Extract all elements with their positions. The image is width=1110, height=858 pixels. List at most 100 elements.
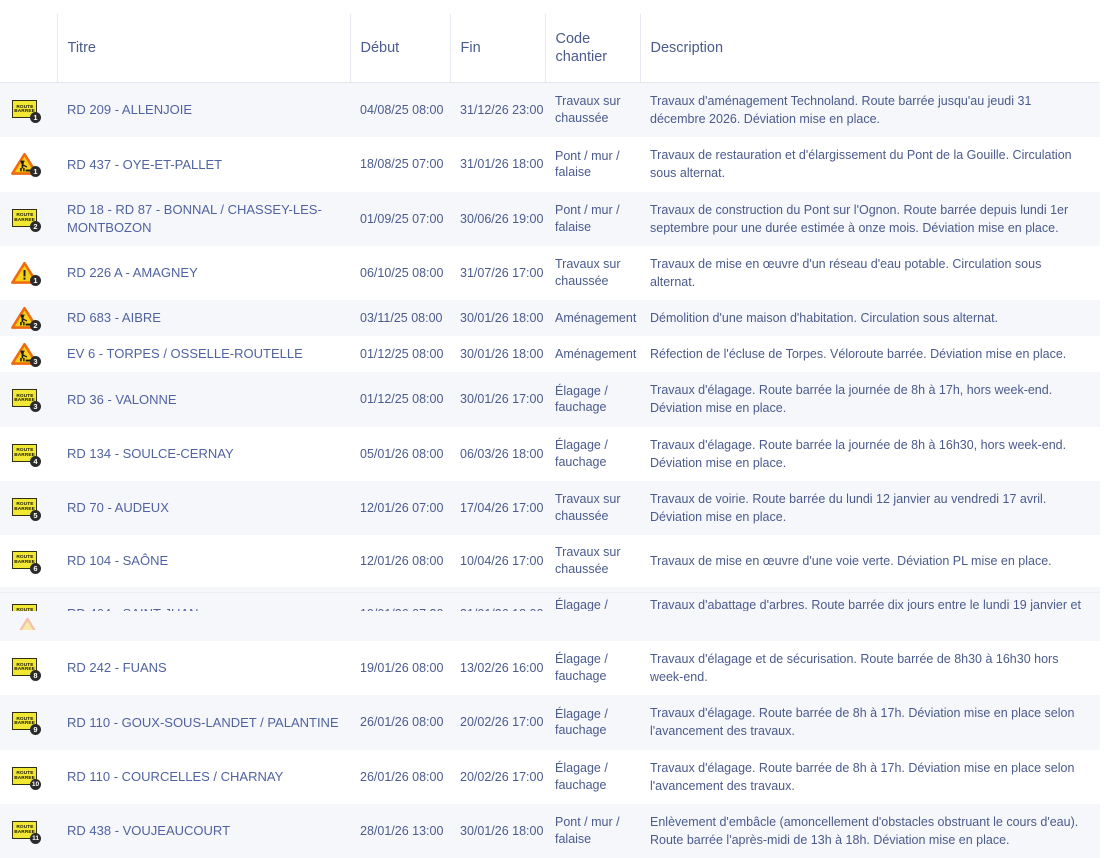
cell-fin: 31/12/26 23:00	[450, 83, 545, 138]
cell-titre[interactable]: RD 70 - AUDEUX	[57, 481, 350, 535]
cell-fin: 20/02/26 17:00	[450, 695, 545, 749]
worksite-icon-stack: 3	[10, 340, 44, 368]
cell-fin: 13/02/26 16:00	[450, 641, 545, 695]
cell-description: Travaux de restauration et d'élargisseme…	[640, 137, 1100, 191]
cell-debut: 05/01/26 08:00	[350, 427, 450, 481]
worksite-icon-stack: 1	[10, 150, 44, 178]
cell-description: Travaux de construction du Pont sur l'Og…	[640, 192, 1100, 246]
table-row-partial-next[interactable]	[0, 611, 1100, 630]
cell-fin: 17/04/26 17:00	[450, 481, 545, 535]
warning-triangle-worker-icon	[14, 617, 41, 630]
cell-description: Travaux d'élagage. Route barrée la journ…	[640, 372, 1100, 426]
worksite-count-badge: 2	[30, 320, 41, 331]
cell-debut: 26/01/26 08:00	[350, 750, 450, 804]
cell-titre[interactable]: RD 226 A - AMAGNEY	[57, 246, 350, 300]
worksite-count-badge: 4	[30, 456, 41, 467]
cell-titre[interactable]: RD 437 - OYE-ET-PALLET	[57, 137, 350, 191]
cell-fin: 31/01/26 18:00	[450, 137, 545, 191]
cell-code-chantier: Aménagement	[545, 300, 640, 336]
worksite-icon-stack: 2	[10, 304, 44, 332]
cell-titre[interactable]: RD 36 - VALONNE	[57, 372, 350, 426]
cell-code-chantier: Élagage / fauchage	[545, 641, 640, 695]
worksite-count-badge: 6	[30, 563, 41, 574]
worksites-table-wrapper: Titre Début Fin Code chantier Descriptio…	[0, 14, 1100, 858]
worksite-count-badge: 1	[30, 275, 41, 286]
cell-titre[interactable]: RD 18 - RD 87 - BONNAL / CHASSEY-LES-MON…	[57, 192, 350, 246]
column-header-description[interactable]: Description	[640, 14, 1100, 83]
cell-titre[interactable]: RD 110 - GOUX-SOUS-LANDET / PALANTINE	[57, 695, 350, 749]
worksite-count-badge: 3	[30, 356, 41, 367]
cell-fin: 30/01/26 17:00	[450, 372, 545, 426]
cell-description: Travaux d'aménagement Technoland. Route …	[640, 83, 1100, 138]
column-header-code-chantier[interactable]: Code chantier	[545, 14, 640, 83]
cell-titre[interactable]: RD 104 - SAÔNE	[57, 535, 350, 587]
cell-debut: 03/11/25 08:00	[350, 300, 450, 336]
cell-description: Travaux de mise en œuvre d'un réseau d'e…	[640, 246, 1100, 300]
cell-code-chantier: Élagage / fauchage	[545, 750, 640, 804]
cell-fin: 20/02/26 17:00	[450, 750, 545, 804]
cell-titre[interactable]: RD 438 - VOUJEAUCOURT	[57, 804, 350, 858]
cell-debut: 12/01/26 08:00	[350, 535, 450, 587]
cell-code-chantier: Pont / mur / falaise	[545, 137, 640, 191]
cell-debut: 18/08/25 07:00	[350, 137, 450, 191]
cell-debut: 01/12/25 08:00	[350, 372, 450, 426]
cell-description: Travaux d'élagage et de sécurisation. Ro…	[640, 641, 1100, 695]
cell-description: Travaux d'élagage. Route barrée de 8h à …	[640, 695, 1100, 749]
column-header-titre[interactable]: Titre	[57, 14, 350, 83]
column-header-fin[interactable]: Fin	[450, 14, 545, 83]
cell-debut: 12/01/26 07:00	[350, 481, 450, 535]
cell-titre[interactable]: RD 209 - ALLENJOIE	[57, 83, 350, 138]
cell-debut: 26/01/26 08:00	[350, 695, 450, 749]
cell-titre[interactable]: RD 110 - COURCELLES / CHARNAY	[57, 750, 350, 804]
worksite-count-badge: 3	[30, 401, 41, 412]
cell-fin: 30/01/26 18:00	[450, 336, 545, 372]
cell-titre[interactable]: RD 134 - SOULCE-CERNAY	[57, 427, 350, 481]
worksite-count-badge: 8	[30, 670, 41, 681]
cell-debut: 01/09/25 07:00	[350, 192, 450, 246]
cell-debut: 28/01/26 13:00	[350, 804, 450, 858]
cell-fin: 06/03/26 18:00	[450, 427, 545, 481]
cell-code-chantier: Élagage / fauchage	[545, 372, 640, 426]
cell-description: Travaux d'élagage. Route barrée de 8h à …	[640, 750, 1100, 804]
cell-titre[interactable]: RD 683 - AIBRE	[57, 300, 350, 336]
cell-icon: 3	[0, 336, 57, 372]
worksite-count-badge: 9	[30, 724, 41, 735]
worksite-count-badge: 10	[30, 779, 41, 790]
cell-titre[interactable]: EV 6 - TORPES / OSSELLE-ROUTELLE	[57, 336, 350, 372]
column-header-debut[interactable]: Début	[350, 14, 450, 83]
column-header-icon[interactable]	[0, 14, 57, 83]
cell-debut: 01/12/25 08:00	[350, 336, 450, 372]
cell-code-chantier: Travaux sur chaussée	[545, 246, 640, 300]
cell-titre[interactable]: RD 242 - FUANS	[57, 641, 350, 695]
cell-code-chantier: Élagage / fauchage	[545, 427, 640, 481]
cell-debut: 04/08/25 08:00	[350, 83, 450, 138]
cell-code-chantier: Aménagement	[545, 336, 640, 372]
